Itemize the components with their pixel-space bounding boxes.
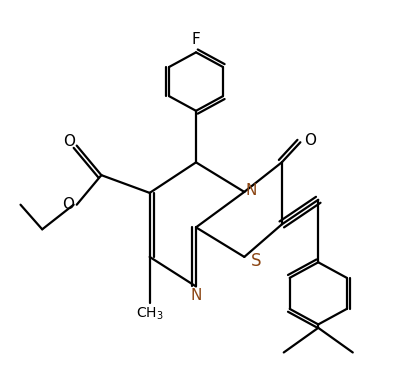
Text: N: N	[245, 183, 257, 198]
Text: N: N	[190, 288, 202, 303]
Text: F: F	[192, 32, 200, 47]
Text: O: O	[63, 134, 75, 150]
Text: O: O	[304, 133, 316, 148]
Text: CH$_3$: CH$_3$	[136, 305, 163, 322]
Text: S: S	[251, 252, 261, 270]
Text: O: O	[62, 197, 74, 212]
